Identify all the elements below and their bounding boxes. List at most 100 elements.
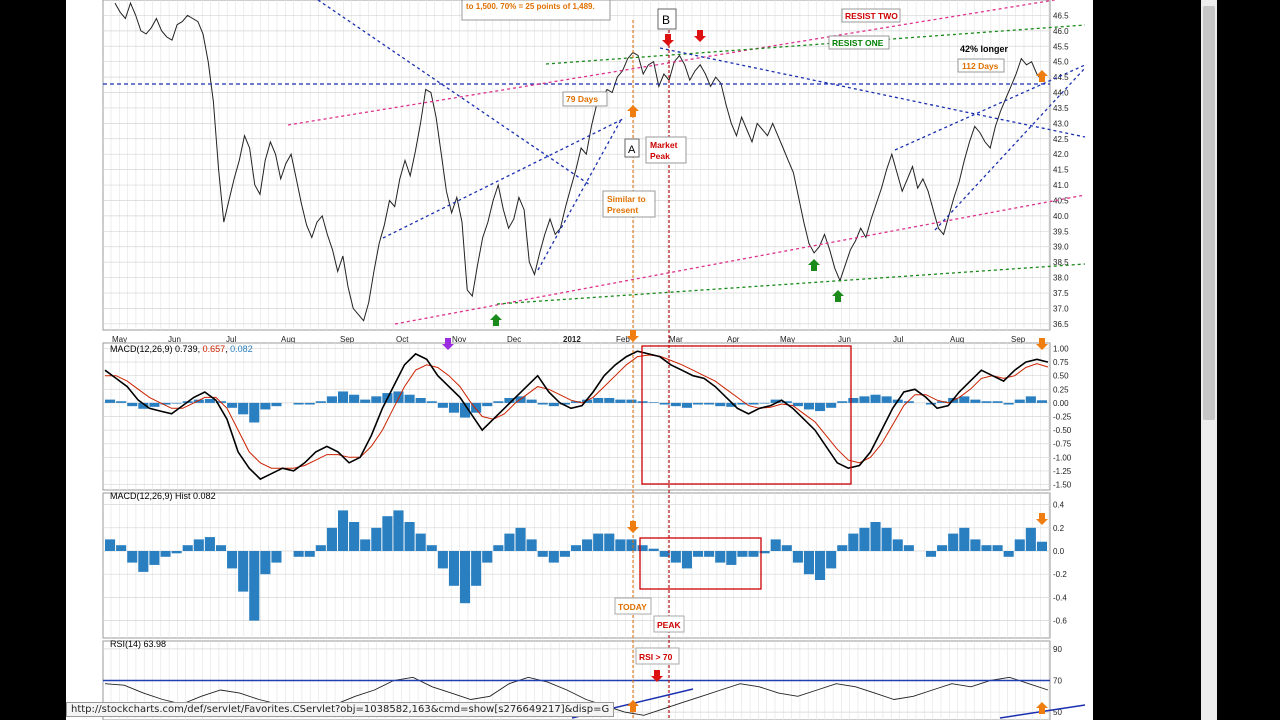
hist-bar xyxy=(1036,541,1047,551)
hist-bar xyxy=(504,533,515,551)
macd-hist-bar xyxy=(404,394,415,403)
macd-hist-bar xyxy=(615,399,626,403)
hist-bar xyxy=(903,545,914,551)
price-panel: 36.5 37.0 37.5 38.0 38.5 39.0 39.5 40.0 40.5 41.0… xyxy=(102,0,1069,344)
macd-signal-line xyxy=(105,354,1049,469)
macd-hist-bar xyxy=(460,402,471,418)
macd-ytick-label: 0.25 xyxy=(1053,385,1069,394)
hist-bar xyxy=(582,539,593,551)
hist-bar xyxy=(238,551,249,592)
macd-hist-bar xyxy=(837,401,848,403)
hist-bar xyxy=(837,545,848,551)
hist-bar xyxy=(182,545,193,551)
hist-bar xyxy=(1025,527,1036,551)
resist-one-label: RESIST ONE xyxy=(832,38,884,48)
macd-hist-bar xyxy=(315,401,326,403)
orange-up-arrow-icon xyxy=(1036,70,1048,82)
hist-bar xyxy=(892,539,903,551)
x-tick-label: May xyxy=(780,335,795,344)
hist-bar xyxy=(859,527,870,551)
macd-histogram-panel: 0.4 0.2 0.0 -0.2 -0.4 -0.6 xyxy=(102,492,1067,639)
macd-hist-bar xyxy=(360,399,371,403)
x-tick-label: Jun xyxy=(168,335,181,344)
macd-hist-bar xyxy=(138,402,149,409)
hist-ytick-label: -0.4 xyxy=(1053,593,1067,602)
orange-down-arrow-icon xyxy=(1036,338,1048,350)
macd-hist-bar xyxy=(881,396,892,403)
macd-hist-bar xyxy=(748,402,759,405)
rsi-ytick-label: 70 xyxy=(1053,677,1062,686)
blue-channel-c xyxy=(894,64,1086,151)
macd-hist-bar xyxy=(415,397,426,403)
macd-hist-bar xyxy=(537,402,548,405)
price-ytick-label: 46.5 xyxy=(1053,11,1069,20)
macd-hist-bar xyxy=(925,402,937,405)
macd-hist-bar xyxy=(482,402,493,407)
resist-two-label: RESIST TWO xyxy=(845,11,898,21)
hist-bar xyxy=(515,527,526,551)
hist-bar xyxy=(537,551,548,557)
green-trendline-upper xyxy=(545,24,1086,65)
macd-hist-bar xyxy=(704,402,715,405)
macd-hist-bar xyxy=(1014,399,1025,403)
macd-hist-bar xyxy=(815,402,826,412)
macd-hist-bar xyxy=(970,399,981,403)
x-tick-label: Jul xyxy=(226,335,236,344)
macd-hist-bar xyxy=(570,401,582,403)
hist-bar xyxy=(149,551,160,565)
green-up-arrow-icon xyxy=(490,314,502,326)
macd-hist-bar xyxy=(803,402,815,410)
macd-ytick-label: -1.50 xyxy=(1053,481,1072,490)
x-tick-label: Aug xyxy=(950,335,964,344)
hist-ytick-label: -0.2 xyxy=(1053,570,1067,579)
hist-bar xyxy=(371,527,382,551)
macd-hist-bar xyxy=(160,402,171,405)
x-tick-label: Jun xyxy=(838,335,851,344)
blue-downtrend-b xyxy=(659,47,1086,138)
macd-hist-bar xyxy=(959,396,970,403)
annotation-overlays xyxy=(103,0,1086,720)
macd-ytick-label: -1.25 xyxy=(1053,467,1072,476)
hist-bar xyxy=(737,551,748,557)
rsi-ytick-label: 90 xyxy=(1053,645,1062,654)
hist-bar xyxy=(559,551,570,557)
hist-bar xyxy=(726,551,737,565)
macd-hist-bar xyxy=(593,397,604,403)
macd-ytick-label: -0.75 xyxy=(1053,440,1072,449)
macd-hist-bar xyxy=(204,398,215,403)
hist-bar xyxy=(493,545,504,551)
hist-bar xyxy=(715,551,726,563)
x-tick-label: Feb xyxy=(616,335,630,344)
hist-bar xyxy=(648,548,659,551)
macd-hist-bar xyxy=(337,391,349,403)
hist-bar xyxy=(959,527,970,551)
scrollbar-thumb[interactable] xyxy=(1203,6,1215,420)
macd-legend-label: MACD(12,26,9) 0.739, 0.657, 0.082 xyxy=(110,344,253,354)
hist-bar xyxy=(249,551,260,621)
macd-hist-bar xyxy=(227,402,238,408)
hist-bar xyxy=(482,551,493,563)
market-peak-label: Market Peak xyxy=(650,140,678,161)
hist-bar xyxy=(337,510,349,551)
macd-hist-bar xyxy=(238,402,249,415)
hist-legend-label: MACD(12,26,9) Hist 0.082 xyxy=(110,491,216,501)
point-b-label: B xyxy=(662,13,670,27)
hist-bar xyxy=(349,522,360,551)
hist-bar xyxy=(1003,551,1014,557)
macd-hist-bar xyxy=(792,402,803,407)
macd-ytick-label: -1.00 xyxy=(1053,453,1072,462)
hist-ytick-label: 0.4 xyxy=(1053,501,1065,510)
hist-bar xyxy=(815,551,826,580)
hist-bar xyxy=(604,533,615,551)
hist-ytick-label: 0.0 xyxy=(1053,547,1065,556)
hist-bar xyxy=(526,539,537,551)
rsi-legend-label: RSI(14) 63.98 xyxy=(110,639,166,649)
hist-bar xyxy=(593,533,604,551)
peak-label: PEAK xyxy=(657,620,681,630)
price-ytick-label: 38.5 xyxy=(1053,258,1069,267)
hist-bar xyxy=(692,551,704,557)
macd-hist-bar xyxy=(326,396,337,403)
red-down-arrow-icon xyxy=(662,34,674,46)
macd-highlight-box xyxy=(641,345,852,485)
hist-bar xyxy=(615,539,626,551)
